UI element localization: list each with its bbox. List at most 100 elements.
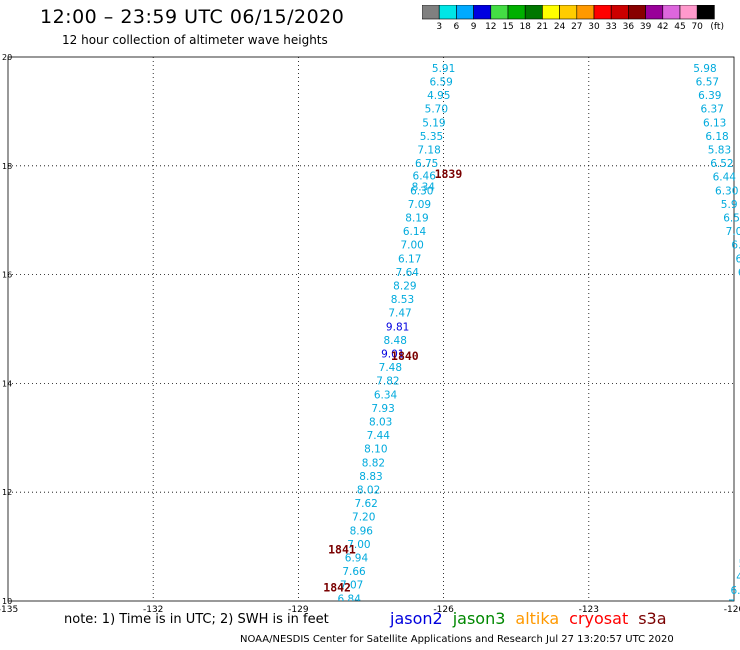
- wave-height-value: 5.98: [693, 63, 716, 75]
- wave-height-value: 7.64: [396, 267, 420, 279]
- wave-height-value: 8.96: [350, 525, 374, 537]
- x-tick-label: -126: [433, 605, 454, 615]
- pass-time-label: 1842: [323, 580, 351, 594]
- x-tick-label: -135: [0, 605, 18, 615]
- wave-height-value: 9.01: [381, 348, 404, 360]
- wave-height-value: 6.13: [703, 117, 726, 129]
- wave-height-value: 7.00: [400, 240, 423, 252]
- wave-height-value: 7.82: [376, 376, 399, 388]
- wave-height-value: 7.93: [371, 403, 394, 415]
- wave-height-value: 6.84: [338, 593, 362, 605]
- legend-item-cryosat: cryosat: [569, 609, 629, 628]
- wave-height-value: 6.5: [723, 212, 740, 224]
- wave-height-value: 6.14: [403, 226, 427, 238]
- wave-height-value: 8.29: [393, 280, 416, 292]
- wave-height-value: 6.17: [398, 253, 421, 265]
- wave-height-value: 7.87: [333, 620, 356, 632]
- colorbar-tick-label: 18: [519, 22, 531, 32]
- colorbar-tick-label: 3: [436, 22, 443, 32]
- wave-height-value: 8.48: [384, 335, 407, 347]
- y-tick-label: 14: [2, 379, 12, 388]
- wave-height-value: 6: [735, 253, 740, 265]
- wave-height-value: 7.44: [367, 430, 391, 442]
- wave-height-value: 6.75: [415, 158, 438, 170]
- colorbar-tick-label: 9: [470, 22, 477, 32]
- colorbar-tick-label: 12: [485, 22, 497, 32]
- wave-height-value: 6.57: [696, 76, 719, 88]
- x-tick-label: -132: [143, 605, 163, 615]
- wave-height-value: 6.34: [374, 389, 398, 401]
- wave-height-value: 8.82: [362, 457, 385, 469]
- colorbar-tick-label: 21: [536, 22, 549, 32]
- wave-height-value: 7.66: [342, 566, 366, 578]
- wave-height-value: 7.00: [347, 539, 370, 551]
- colorbar-tick-label: 6: [453, 22, 460, 32]
- chart-title: 12:00 – 23:59 UTC 06/15/2020: [40, 6, 345, 28]
- x-tick-label: -129: [288, 605, 309, 615]
- wave-height-value: 7.94: [335, 607, 359, 619]
- plot-frame: [7, 56, 735, 602]
- footnote-note: note: 1) Time is in UTC; 2) SWH is in fe…: [64, 612, 329, 627]
- y-tick-label: 18: [2, 162, 12, 171]
- colorbar-tick-label: 15: [502, 22, 514, 32]
- wave-height-value: 6.59: [429, 76, 452, 88]
- wave-height-value: 9.81: [386, 321, 409, 333]
- wave-height-value: 4.95: [427, 90, 450, 102]
- wave-height-value: 5.19: [422, 117, 445, 129]
- wave-height-value: 7.4: [728, 599, 740, 611]
- wave-height-value: 7.07: [340, 580, 363, 592]
- colorbar-tick-label: 36: [622, 22, 635, 32]
- wave-height-colorbar: [422, 5, 715, 20]
- colorbar-tick-label: 33: [605, 22, 617, 32]
- pass-time-label: 1839: [435, 167, 463, 181]
- y-tick-label: 20: [2, 53, 12, 62]
- wave-height-value: 6.18: [705, 131, 728, 143]
- wave-height-value: 8.34: [412, 181, 436, 193]
- wave-height-value: 6.94: [345, 552, 369, 564]
- wave-height-value: 6.46: [413, 171, 437, 183]
- colorbar-tick-label: 30: [588, 22, 600, 32]
- wave-height-value: 5.83: [708, 144, 731, 156]
- chart-subtitle: 12 hour collection of altimeter wave hei…: [62, 33, 328, 47]
- wave-height-value: 7.0: [726, 226, 740, 238]
- wave-height-value: 5.70: [425, 104, 448, 116]
- pass-time-label: 1841: [328, 542, 356, 556]
- colorbar-tick-label: 45: [674, 22, 686, 32]
- satellite-legend: jason2 jason3 altika cryosat s3a: [390, 609, 677, 628]
- y-tick-label: 10: [2, 597, 12, 606]
- wave-height-value: 5.: [739, 558, 740, 570]
- x-tick-label: -120: [724, 605, 740, 615]
- wave-height-value: 8.19: [405, 212, 428, 224]
- colorbar-tick-label: 42: [657, 22, 669, 32]
- x-tick-label: -123: [579, 605, 599, 615]
- wave-height-value: 6.30: [410, 185, 433, 197]
- legend-item-altika: altika: [515, 609, 560, 628]
- wave-height-value: 8.03: [369, 416, 392, 428]
- wave-height-value: 6.39: [698, 90, 721, 102]
- colorbar-tick-label: 70: [691, 22, 703, 32]
- colorbar-labels: 3 6 9 12 15 18 21 24 27 30 33 36 39 42 45 70 (ft): [422, 22, 732, 34]
- wave-height-value: 6.: [731, 240, 740, 252]
- pass-time-label: 1840: [391, 349, 419, 363]
- wave-height-value: 6.37: [701, 104, 724, 116]
- credit-footer: NOAA/NESDIS Center for Satellite Applica…: [240, 634, 674, 645]
- wave-height-value: 8.53: [391, 294, 414, 306]
- wave-height-value: 7.20: [352, 512, 375, 524]
- wave-height-value: 8.02: [357, 484, 380, 496]
- y-tick-label: 12: [2, 488, 12, 497]
- wave-height-value: 6.44: [713, 172, 737, 184]
- wave-height-value: 8.10: [364, 444, 387, 456]
- colorbar-unit: (ft): [710, 22, 724, 32]
- wave-height-value: 6: [738, 267, 740, 279]
- colorbar-swatch: [696, 5, 715, 20]
- wave-height-value: 7.09: [408, 199, 431, 211]
- wave-height-value: 6.30: [715, 185, 738, 197]
- wave-height-value: 5.9: [721, 199, 738, 211]
- wave-height-value: 4.: [736, 572, 740, 584]
- legend-item-jason3: jason3: [452, 609, 506, 628]
- colorbar-tick-label: 39: [639, 22, 652, 32]
- wave-height-value: 7.62: [354, 498, 377, 510]
- wave-height-value: 5.35: [420, 131, 443, 143]
- legend-item-jason2: jason2: [390, 609, 443, 628]
